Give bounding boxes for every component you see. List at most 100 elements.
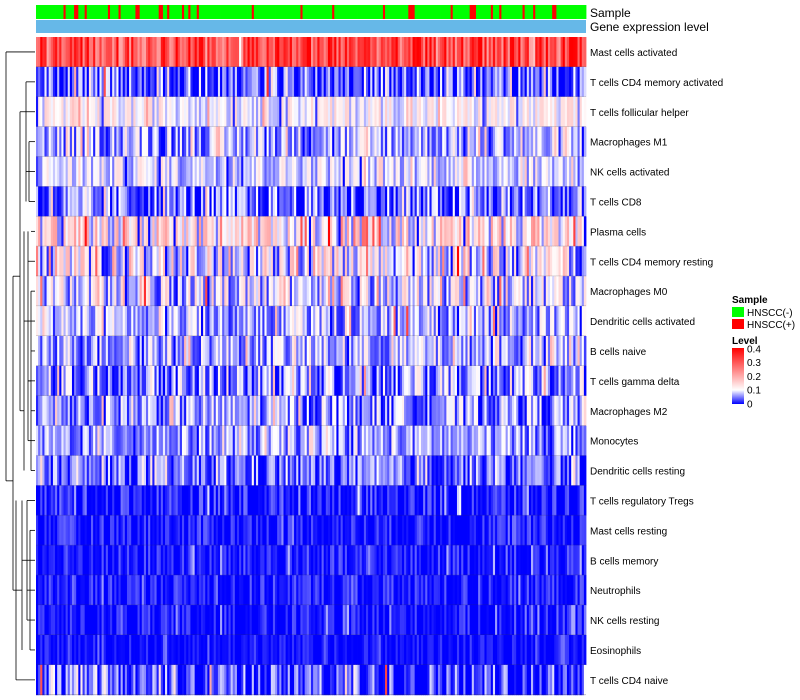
heatmap-cell [253,455,257,486]
heatmap-cell [306,306,310,337]
heatmap-cell [535,395,538,427]
heatmap-cell [490,216,494,247]
heatmap-cell [378,37,382,68]
heatmap-cell [84,156,88,187]
heatmap-cell [236,276,240,307]
heatmap-cell [264,37,267,68]
heatmap-cell [395,66,399,98]
heatmap-cell [281,186,284,217]
heatmap-cell [207,395,210,427]
heatmap-cell [368,306,371,337]
heatmap-cell [139,485,143,516]
sample-annotation-cell [406,5,409,19]
heatmap-cell [545,455,549,486]
heatmap-cell [169,336,172,367]
heatmap-cell [173,395,177,427]
heatmap-cell [76,515,79,546]
heatmap-cell [571,66,574,98]
heatmap-cell [363,545,367,576]
heatmap-cell [393,126,397,157]
heatmap-cell [573,126,576,157]
heatmap-cell [63,66,67,98]
heatmap-cell [236,156,240,187]
heatmap-cell [44,306,47,337]
heatmap-cell [122,485,126,516]
heatmap-cell [454,126,458,157]
heatmap-cell [222,66,225,98]
heatmap-cell [110,455,113,486]
heatmap-cell [518,186,521,217]
heatmap-cell [107,336,111,367]
heatmap-cell [573,485,576,516]
heatmap-cell [139,306,143,337]
heatmap-cell [366,485,369,516]
heatmap-cell [291,365,295,397]
heatmap-cell [349,455,352,486]
sample-annotation-cell [583,5,587,19]
heatmap-cell [71,37,75,68]
heatmap-cell [61,126,64,157]
heatmap-cell [112,545,115,576]
heatmap-cell [556,246,559,277]
heatmap-cell [492,216,496,247]
heatmap-cell [423,395,426,427]
heatmap-cell [535,37,538,68]
heatmap-cell [321,515,325,546]
heatmap-cell [459,216,462,247]
heatmap-cell [249,425,253,456]
heatmap-cell [93,485,96,516]
heatmap-cell [283,515,287,546]
heatmap-cell [118,66,122,98]
heatmap-cell [366,96,369,128]
heatmap-cell [503,306,507,337]
heatmap-cell [486,365,490,397]
heatmap-cell [107,425,111,456]
heatmap-cell [566,455,570,486]
heatmap-cell [82,545,86,576]
heatmap-cell [357,126,361,157]
heatmap-cell [488,365,492,397]
heatmap-cell [48,306,52,337]
heatmap-cell [247,37,251,68]
heatmap-cell [162,126,166,157]
heatmap-cell [406,336,409,367]
heatmap-cell [283,485,287,516]
heatmap-cell [67,425,71,456]
heatmap-cell [224,545,227,576]
heatmap-cell [95,37,98,68]
heatmap-cell [442,365,445,397]
heatmap-cell [389,96,392,128]
heatmap-cell [359,545,363,576]
heatmap-cell [349,66,352,98]
heatmap-cell [59,246,62,277]
heatmap-cell [511,425,515,456]
heatmap-cell [533,455,536,486]
heatmap-cell [410,66,413,98]
heatmap-cell [298,425,301,456]
heatmap-cell [463,246,466,277]
heatmap-cell [566,485,570,516]
heatmap-cell [575,276,578,307]
heatmap-cell [575,66,578,98]
heatmap-cell [65,425,69,456]
heatmap-cell [359,425,363,456]
heatmap-cell [469,455,473,486]
heatmap-cell [338,336,342,367]
heatmap-cell [135,515,138,546]
heatmap-cell [86,365,90,397]
heatmap-cell [141,365,145,397]
heatmap-cell [416,336,420,367]
heatmap-cell [444,515,447,546]
heatmap-cell [579,395,583,427]
heatmap-cell [213,455,217,486]
heatmap-cell [209,246,212,277]
heatmap-cell [465,365,468,397]
heatmap-cell [279,126,282,157]
heatmap-cell [412,425,416,456]
heatmap-cell [38,246,41,277]
heatmap-cell [86,66,90,98]
heatmap-cell [478,37,481,68]
heatmap-cell [112,276,115,307]
heatmap-cell [323,455,327,486]
heatmap-cell [184,545,187,576]
